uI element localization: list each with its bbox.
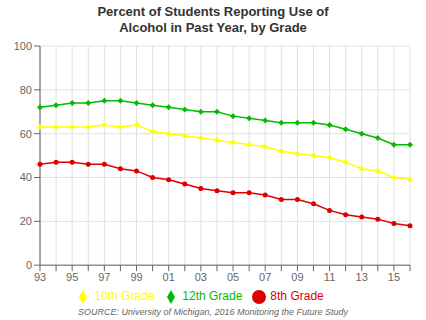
svg-text:95: 95	[66, 271, 78, 283]
svg-text:80: 80	[20, 84, 32, 96]
svg-text:20: 20	[20, 215, 32, 227]
html-text:8th Grade: 8th Grade	[270, 289, 324, 304]
html-text:SOURCE: University of Michigan: SOURCE: University of Michigan, 2016 Mon…	[77, 307, 349, 317]
html-text:12th Grade: 12th Grade	[182, 289, 243, 304]
svg-text:05: 05	[227, 271, 239, 283]
svg-text:60: 60	[20, 128, 32, 140]
html-text:Percent of Students Reporting: Percent of Students Reporting Use of	[97, 4, 329, 19]
html-text:10th Grade: 10th Grade	[94, 289, 155, 304]
svg-text:07: 07	[259, 271, 271, 283]
svg-text:99: 99	[130, 271, 142, 283]
svg-text:03: 03	[195, 271, 207, 283]
svg-text:09: 09	[291, 271, 303, 283]
svg-text:11: 11	[324, 271, 335, 283]
svg-text:40: 40	[20, 171, 32, 183]
svg-text:97: 97	[98, 271, 110, 283]
svg-text:93: 93	[34, 271, 46, 283]
svg-text:13: 13	[356, 271, 368, 283]
svg-text:0: 0	[26, 259, 32, 271]
svg-text:100: 100	[14, 40, 32, 52]
svg-text:15: 15	[388, 271, 400, 283]
svg-text:01: 01	[163, 271, 175, 283]
html-text:Alcohol in Past Year, by Grade: Alcohol in Past Year, by Grade	[119, 20, 307, 35]
